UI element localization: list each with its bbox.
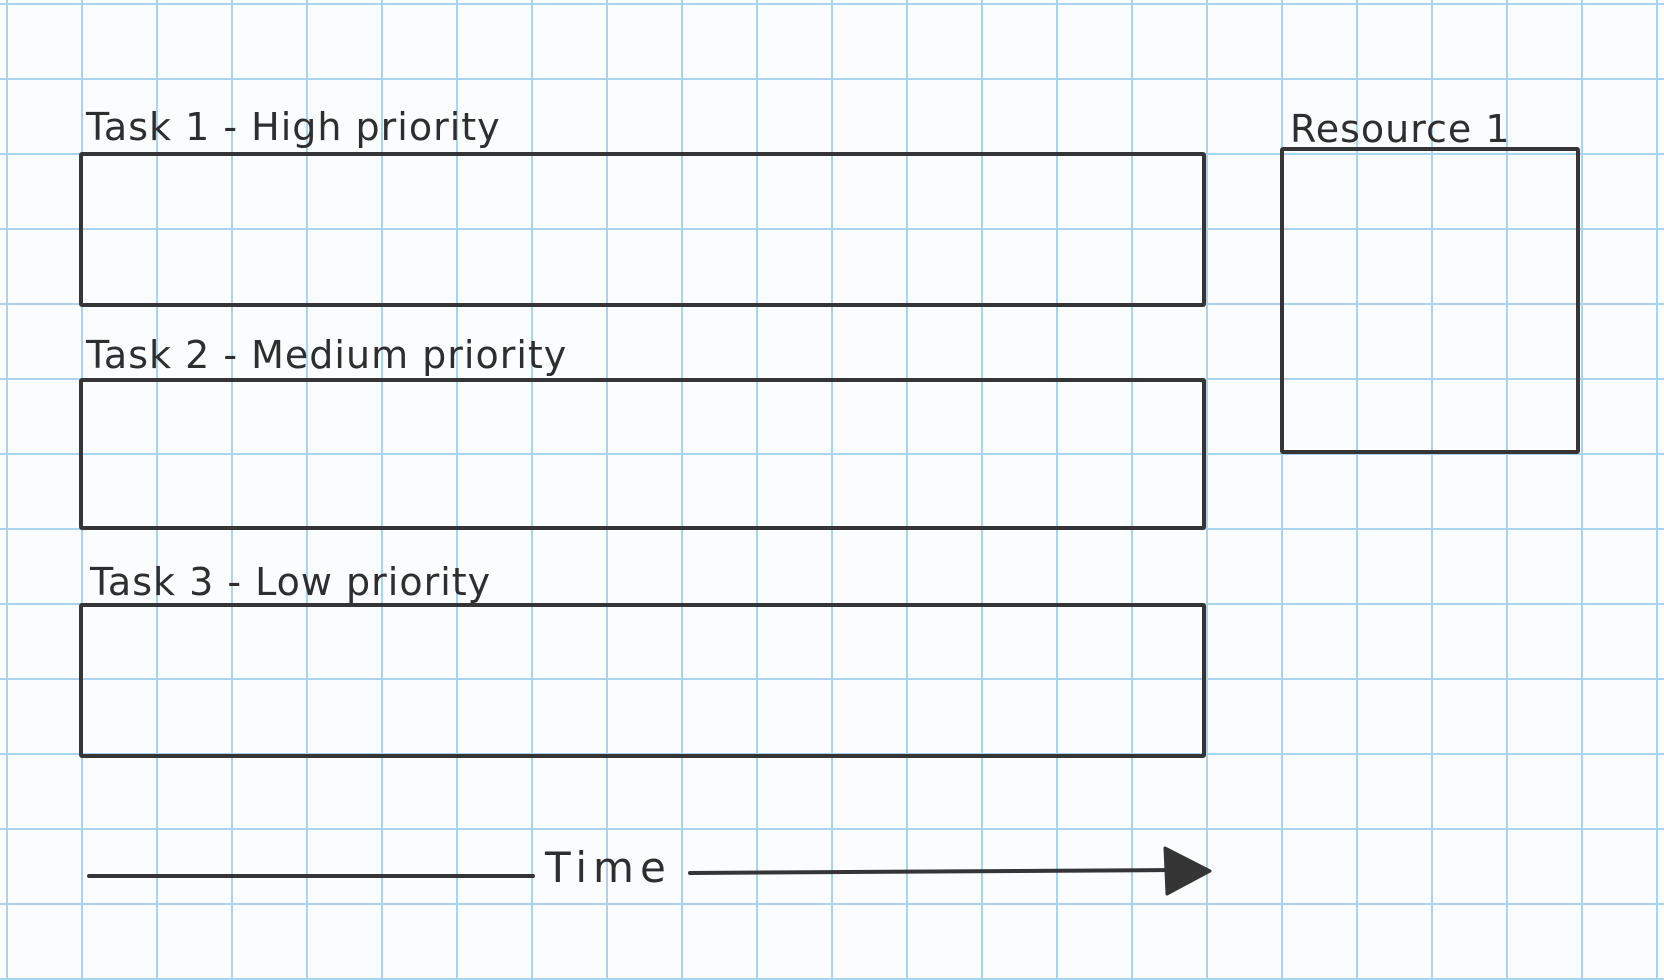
time-axis-arrow <box>87 846 1212 896</box>
resource-box <box>1280 147 1580 454</box>
task-3-label: Task 3 - Low priority <box>90 560 492 604</box>
task-2-bar <box>79 378 1206 530</box>
time-axis-label: Time <box>545 843 672 892</box>
time-axis-line-right <box>688 868 1177 875</box>
task-1-label: Task 1 - High priority <box>86 105 501 149</box>
task-3-bar <box>79 603 1206 758</box>
resource-label: Resource 1 <box>1290 107 1511 151</box>
task-1-bar <box>79 152 1206 307</box>
arrowhead-icon <box>1163 846 1212 896</box>
task-2-label: Task 2 - Medium priority <box>86 333 568 377</box>
